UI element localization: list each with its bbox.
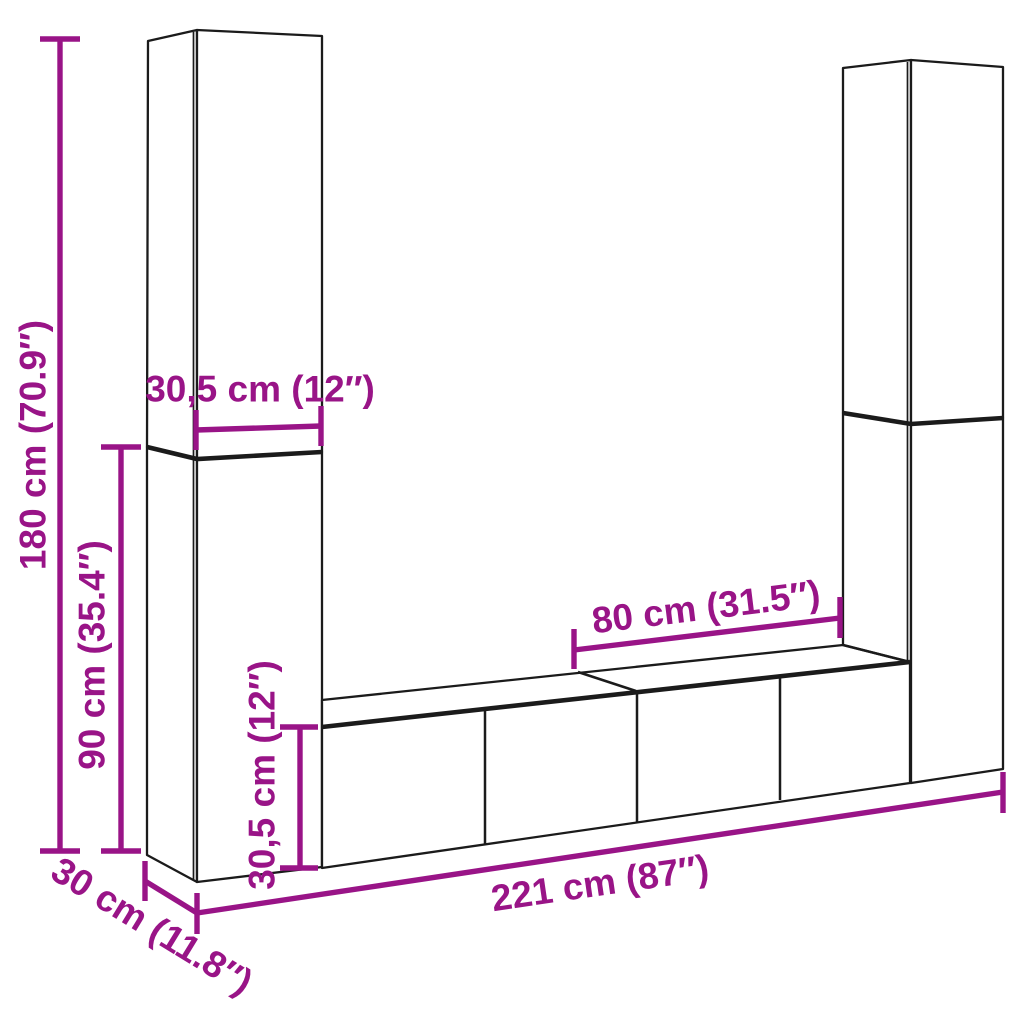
left-cabinet-joint-line <box>146 444 323 462</box>
dim-label-total-height: 180 cm (70.9″) <box>13 320 54 570</box>
right-cabinet-upper-side-face <box>841 58 913 426</box>
dim-label-lower-height: 90 cm (35.4″) <box>72 540 113 770</box>
dim-lower-height: 90 cm (35.4″) <box>72 444 141 854</box>
dim-label-total-width: 221 cm (87″) <box>489 847 712 919</box>
tv-bench-top-seam <box>577 670 637 693</box>
dim-total-height: 180 cm (70.9″) <box>13 36 80 854</box>
right-cabinet-upper-front-face <box>909 58 1005 426</box>
tv-bench-row <box>320 643 912 870</box>
dim-label-top-width: 30,5 cm (12″) <box>145 369 375 410</box>
dim-tv-unit-height: 30,5 cm (12″) <box>242 660 318 890</box>
right-cabinet-joint-line <box>842 410 1004 427</box>
dim-top-width: 30,5 cm (12″) <box>145 369 375 450</box>
right-cabinet-lower-front-face <box>909 416 1005 785</box>
left-tall-cabinet <box>145 28 324 884</box>
tv-bench-front-top-edge <box>321 659 911 730</box>
dim-label-tv-unit-height: 30,5 cm (12″) <box>242 660 283 890</box>
tv-bench-top-right-edge <box>842 643 911 664</box>
left-cabinet-lower-side-face <box>145 445 199 884</box>
dim-label-tv-unit-width: 80 cm (31.5″) <box>590 573 823 642</box>
